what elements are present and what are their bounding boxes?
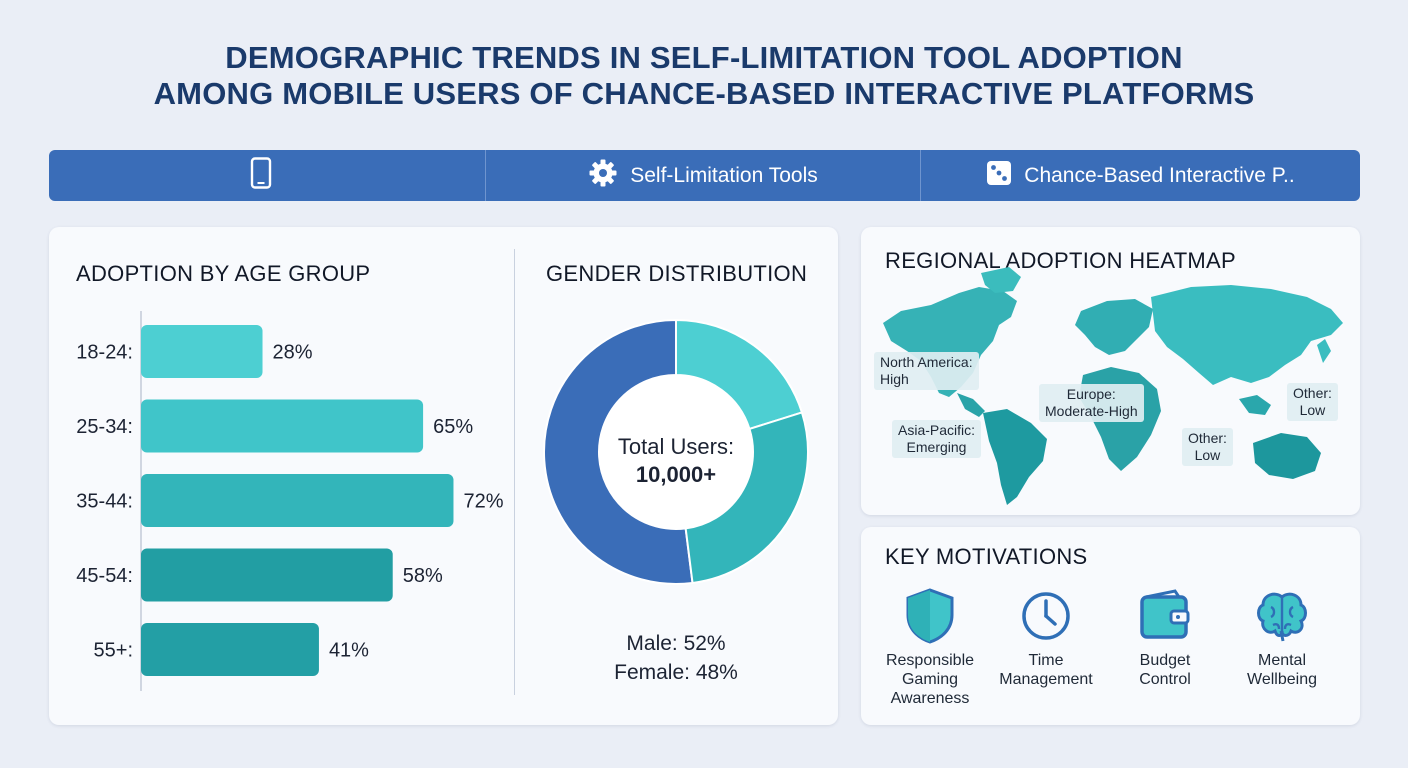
tab-chance-based-label: Chance-Based Interactive P.. (1024, 163, 1295, 187)
age-category-label: 55+: (94, 640, 133, 662)
tab-self-limitation-label: Self-Limitation Tools (630, 163, 818, 187)
age-chart-title: ADOPTION BY AGE GROUP (76, 261, 371, 286)
age-category-label: 25-34: (76, 416, 133, 438)
tab-chance-based-platforms[interactable]: Chance-Based Interactive P.. (921, 150, 1360, 201)
title-line-2: AMONG MOBILE USERS OF CHANCE-BASED INTER… (153, 76, 1255, 111)
gear-icon (588, 158, 618, 194)
brain-icon (1222, 587, 1342, 645)
demographics-card: ADOPTION BY AGE GROUP GENDER DISTRIBUTIO… (49, 227, 838, 725)
map-label-north-america: North America: High (874, 352, 979, 390)
legend-female: Female: 48% (614, 661, 738, 684)
tab-self-limitation-tools[interactable]: Self-Limitation Tools (486, 150, 921, 201)
map-label-asia-pacific: Asia-Pacific: Emerging (892, 420, 982, 458)
map-label-other-south: Other: Low (1182, 428, 1233, 466)
map-label-europe: Europe: Moderate-High (1039, 384, 1144, 422)
gender-chart-title: GENDER DISTRIBUTION (546, 261, 808, 286)
motivation-time-management: Time Management (986, 587, 1106, 689)
category-tab-bar: Self-Limitation Tools Chance-Based Inter… (49, 150, 1360, 201)
mobile-phone-icon (250, 156, 272, 195)
age-bar (141, 548, 393, 602)
page-title: DEMOGRAPHIC TRENDS IN SELF-LIMITATION TO… (0, 40, 1408, 112)
wallet-icon (1105, 587, 1225, 645)
age-category-label: 35-44: (76, 491, 133, 513)
map-region-europe (1075, 299, 1153, 355)
regional-heatmap-card: REGIONAL ADOPTION HEATMAP North America:… (861, 227, 1360, 515)
tab-mobile[interactable] (49, 150, 486, 201)
shield-icon (870, 587, 990, 645)
age-value-label: 72% (463, 491, 503, 513)
map-region-central-america (957, 393, 985, 417)
clock-icon (986, 587, 1106, 645)
map-region-south-america (983, 409, 1047, 505)
map-region-southeast-asia (1239, 395, 1271, 415)
age-bar (141, 399, 424, 453)
age-category-label: 18-24: (76, 342, 133, 364)
map-region-asia (1151, 285, 1343, 385)
gender-donut-chart (543, 318, 809, 585)
age-bar (141, 325, 263, 378)
donut-center-label: Total Users: (617, 434, 735, 459)
donut-center-value: 10,000+ (635, 462, 717, 487)
age-category-label: 45-54: (76, 565, 133, 587)
heatmap-title: REGIONAL ADOPTION HEATMAP (885, 248, 1237, 273)
map-region-greenland (981, 267, 1021, 293)
age-bar (141, 474, 454, 527)
section-divider (514, 249, 515, 695)
map-region-australia (1253, 433, 1321, 479)
map-region-japan (1317, 339, 1331, 363)
map-label-other-east: Other: Low (1287, 383, 1338, 421)
legend-male: Male: 52% (626, 632, 726, 655)
key-motivations-card: KEY MOTIVATIONS Responsible Gaming Aware… (861, 527, 1360, 725)
age-value-label: 58% (403, 565, 443, 587)
map-region-north-america (883, 287, 1017, 397)
age-value-label: 41% (329, 640, 369, 662)
donut-hole (599, 375, 753, 529)
motivation-mental-wellbeing: Mental Wellbeing (1222, 587, 1342, 689)
title-line-1: DEMOGRAPHIC TRENDS IN SELF-LIMITATION TO… (225, 40, 1183, 75)
age-value-label: 28% (273, 342, 313, 364)
dice-icon (986, 160, 1012, 192)
motivation-responsible-gaming: Responsible Gaming Awareness (870, 587, 990, 708)
age-bar (141, 623, 319, 676)
motivations-title: KEY MOTIVATIONS (885, 544, 1088, 569)
age-value-label: 65% (433, 416, 473, 438)
motivation-budget-control: Budget Control (1105, 587, 1225, 689)
age-bar-chart: 18-24: 28% 25-34: 65% 35-44: 72% 45-54: 58% 55+:… (76, 311, 504, 691)
